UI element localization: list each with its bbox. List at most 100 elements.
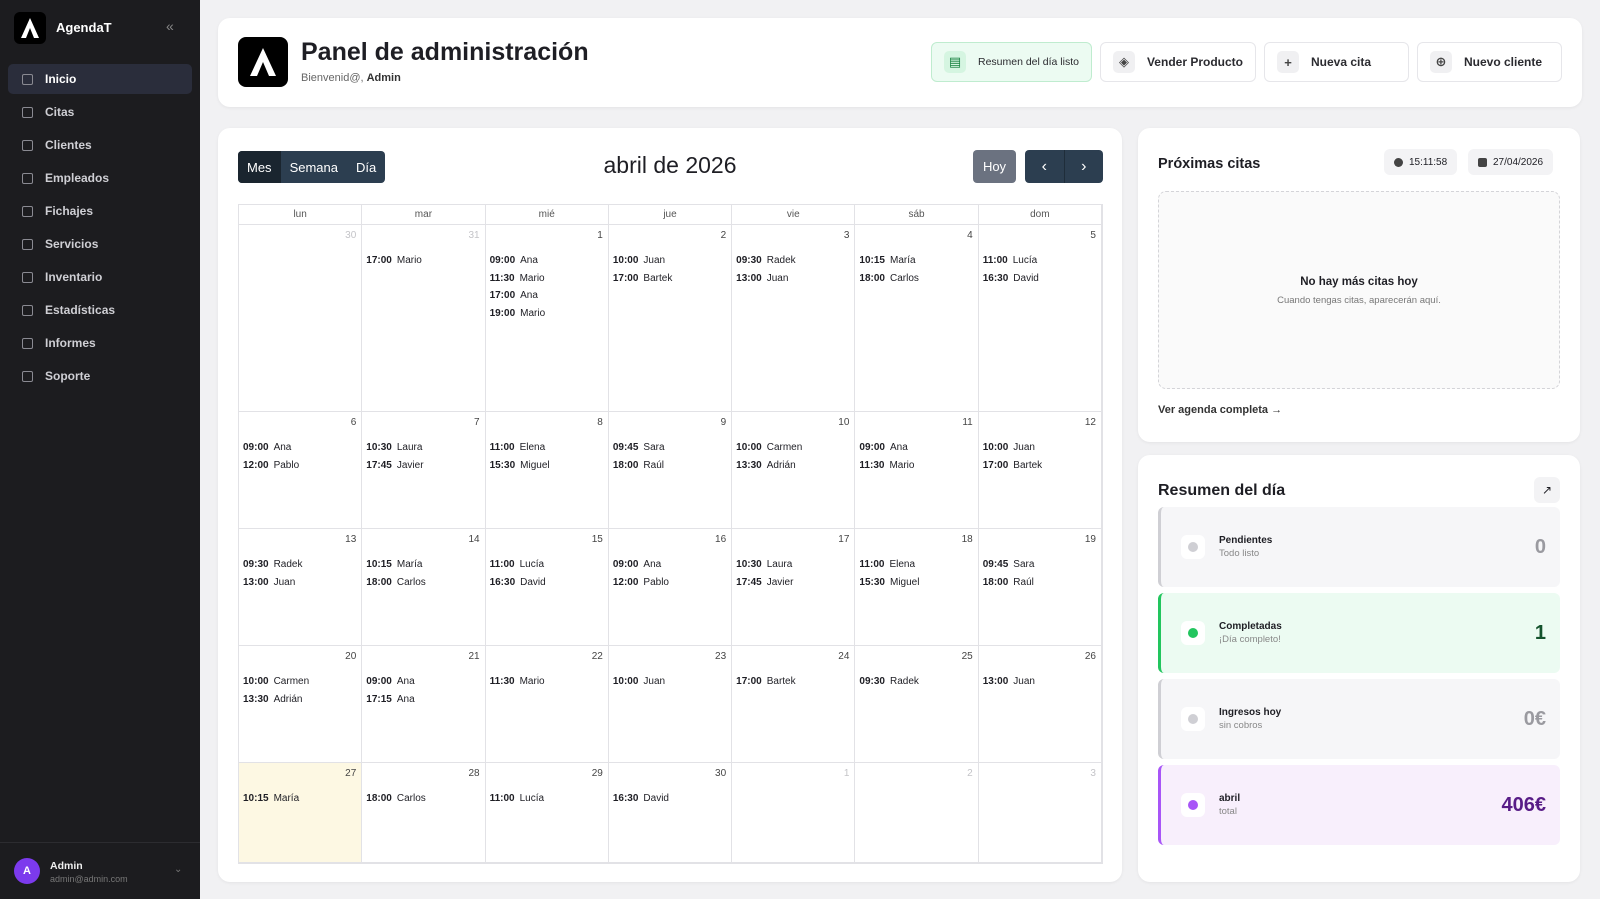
event[interactable]: 16:30 David	[490, 574, 608, 592]
day-cell[interactable]: 29 11:00 Lucía	[485, 763, 609, 863]
nav-label[interactable]: Fichajes	[45, 204, 94, 218]
event-name[interactable]: Mario	[396, 255, 422, 266]
day-cell[interactable]: 30 16:30 David	[608, 763, 733, 863]
day-cell[interactable]: 2 10:00 Juan 17:00 Bartek	[608, 225, 733, 412]
day-cell[interactable]: 11 09:00 Ana 11:30 Mario	[855, 412, 979, 529]
event-name[interactable]: Mario	[520, 307, 546, 319]
event[interactable]: 11:00 Elena	[490, 439, 608, 457]
action-label[interactable]: Resumen del día listo	[977, 56, 1079, 68]
event-name[interactable]: María	[273, 793, 300, 804]
event-name[interactable]: Sara	[643, 442, 665, 453]
event[interactable]: 17:00 Bartek	[983, 457, 1101, 475]
event[interactable]: 11:30 Mario	[490, 673, 608, 691]
event-time[interactable]: 19:00	[489, 307, 516, 319]
nav-item[interactable]: Soporte	[8, 361, 192, 391]
event-name[interactable]: Carlos	[396, 576, 426, 588]
action-button[interactable]: ◈ Vender Producto	[1099, 42, 1256, 82]
event-time[interactable]: 17:00	[736, 676, 762, 687]
avatar[interactable]: A	[14, 858, 40, 884]
event-time[interactable]: 10:00	[612, 676, 639, 687]
event[interactable]: 10:15 María	[859, 252, 977, 270]
event[interactable]: 17:00 Bartek	[736, 673, 854, 691]
event-time[interactable]: 17:45	[736, 576, 762, 588]
prev-button[interactable]: ‹	[1025, 150, 1065, 183]
nav-label[interactable]: Servicios	[45, 237, 99, 251]
day-cell[interactable]: 19 09:45 Sara 18:00 Raúl	[978, 529, 1102, 646]
event-name[interactable]: Adrián	[273, 693, 303, 705]
nav-item[interactable]: Informes	[8, 328, 192, 358]
day-cell[interactable]: 27 10:15 María	[239, 763, 363, 863]
event-name[interactable]: David	[643, 793, 669, 804]
event-name[interactable]: Mario	[889, 459, 915, 471]
action-button[interactable]: + Nueva cita	[1264, 42, 1409, 82]
event-name[interactable]: María	[396, 559, 423, 570]
nav-label[interactable]: Citas	[45, 105, 75, 119]
day-cell[interactable]: 26 13:00 Juan	[978, 646, 1102, 763]
day-cell[interactable]: 10 10:00 Carmen 13:30 Adrián	[732, 412, 856, 529]
day-cell[interactable]: 4 10:15 María 18:00 Carlos	[855, 225, 979, 412]
chart-button[interactable]: ↗	[1534, 477, 1560, 503]
nav-item[interactable]: Clientes	[8, 130, 192, 160]
event[interactable]: 18:00 Carlos	[366, 574, 484, 592]
day-cell[interactable]: 18 11:00 Elena 15:30 Miguel	[855, 529, 979, 646]
event[interactable]: 09:30 Radek	[243, 556, 361, 574]
event-time[interactable]: 11:30	[859, 459, 885, 471]
event[interactable]: 16:30 David	[983, 270, 1101, 288]
event-time[interactable]: 18:00	[982, 576, 1009, 588]
nav-label[interactable]: Soporte	[45, 369, 91, 383]
event-name[interactable]: Elena	[889, 559, 916, 570]
event[interactable]: 12:00 Pablo	[613, 574, 731, 592]
day-cell[interactable]: 12 10:00 Juan 17:00 Bartek	[978, 412, 1102, 529]
event-name[interactable]: Mario	[519, 272, 545, 284]
event-time[interactable]: 15:30	[489, 459, 516, 471]
day-cell[interactable]: 17 10:30 Laura 17:45 Javier	[732, 529, 856, 646]
event[interactable]: 17:45 Javier	[736, 574, 854, 592]
event[interactable]: 10:15 María	[366, 556, 484, 574]
nav-label[interactable]: Clientes	[45, 138, 92, 152]
event-time[interactable]: 10:30	[736, 559, 762, 570]
day-cell[interactable]: 16 09:00 Ana 12:00 Pablo	[608, 529, 733, 646]
event-name[interactable]: Miguel	[890, 576, 920, 588]
event[interactable]: 10:00 Juan	[613, 252, 731, 270]
day-cell[interactable]: 5 11:00 Lucía 16:30 David	[978, 225, 1102, 412]
event-name[interactable]: Ana	[520, 255, 538, 266]
event-time[interactable]: 13:00	[243, 576, 269, 588]
event-time[interactable]: 13:30	[736, 459, 762, 471]
event-time[interactable]: 13:00	[736, 272, 762, 284]
event-time[interactable]: 17:00	[982, 459, 1009, 471]
event[interactable]: 11:00 Lucía	[490, 556, 608, 574]
event[interactable]: 18:00 Raúl	[613, 457, 731, 475]
event-name[interactable]: Ana	[273, 442, 292, 453]
day-cell[interactable]: 1	[732, 763, 856, 863]
event-time[interactable]: 17:00	[366, 255, 392, 266]
event-name[interactable]: Lucía	[1012, 255, 1038, 266]
nav-item[interactable]: Empleados	[8, 163, 192, 193]
event-name[interactable]: Elena	[519, 442, 546, 453]
event-time[interactable]: 11:00	[489, 793, 515, 804]
nav-item[interactable]: Estadísticas	[8, 295, 192, 325]
event[interactable]: 09:30 Radek	[736, 252, 854, 270]
day-cell[interactable]: 22 11:30 Mario	[485, 646, 609, 763]
event-time[interactable]: 11:00	[982, 255, 1008, 266]
event[interactable]: 17:00 Mario	[366, 252, 484, 270]
event-name[interactable]: David	[1013, 272, 1039, 284]
event[interactable]: 10:30 Laura	[366, 439, 484, 457]
day-cell[interactable]: 30	[239, 225, 363, 412]
event[interactable]: 11:00 Lucía	[983, 252, 1101, 270]
event-time[interactable]: 18:00	[859, 272, 885, 284]
action-button[interactable]: ▤ Resumen del día listo	[930, 42, 1092, 82]
nav-label[interactable]: Inventario	[45, 270, 103, 284]
event-name[interactable]: Carlos	[396, 793, 426, 804]
event[interactable]: 09:45 Sara	[983, 556, 1101, 574]
event-name[interactable]: Javier	[766, 576, 794, 588]
event[interactable]: 16:30 David	[613, 790, 731, 808]
nav-item[interactable]: Citas	[8, 97, 192, 127]
nav-item[interactable]: Servicios	[8, 229, 192, 259]
event-name[interactable]: Javier	[396, 459, 424, 471]
action-label[interactable]: Nueva cita	[1311, 55, 1372, 69]
nav-label[interactable]: Informes	[45, 336, 96, 350]
event-time[interactable]: 17:45	[366, 459, 392, 471]
event-time[interactable]: 16:30	[982, 272, 1009, 284]
event[interactable]: 17:45 Javier	[366, 457, 484, 475]
event-name[interactable]: Bartek	[1013, 459, 1043, 471]
